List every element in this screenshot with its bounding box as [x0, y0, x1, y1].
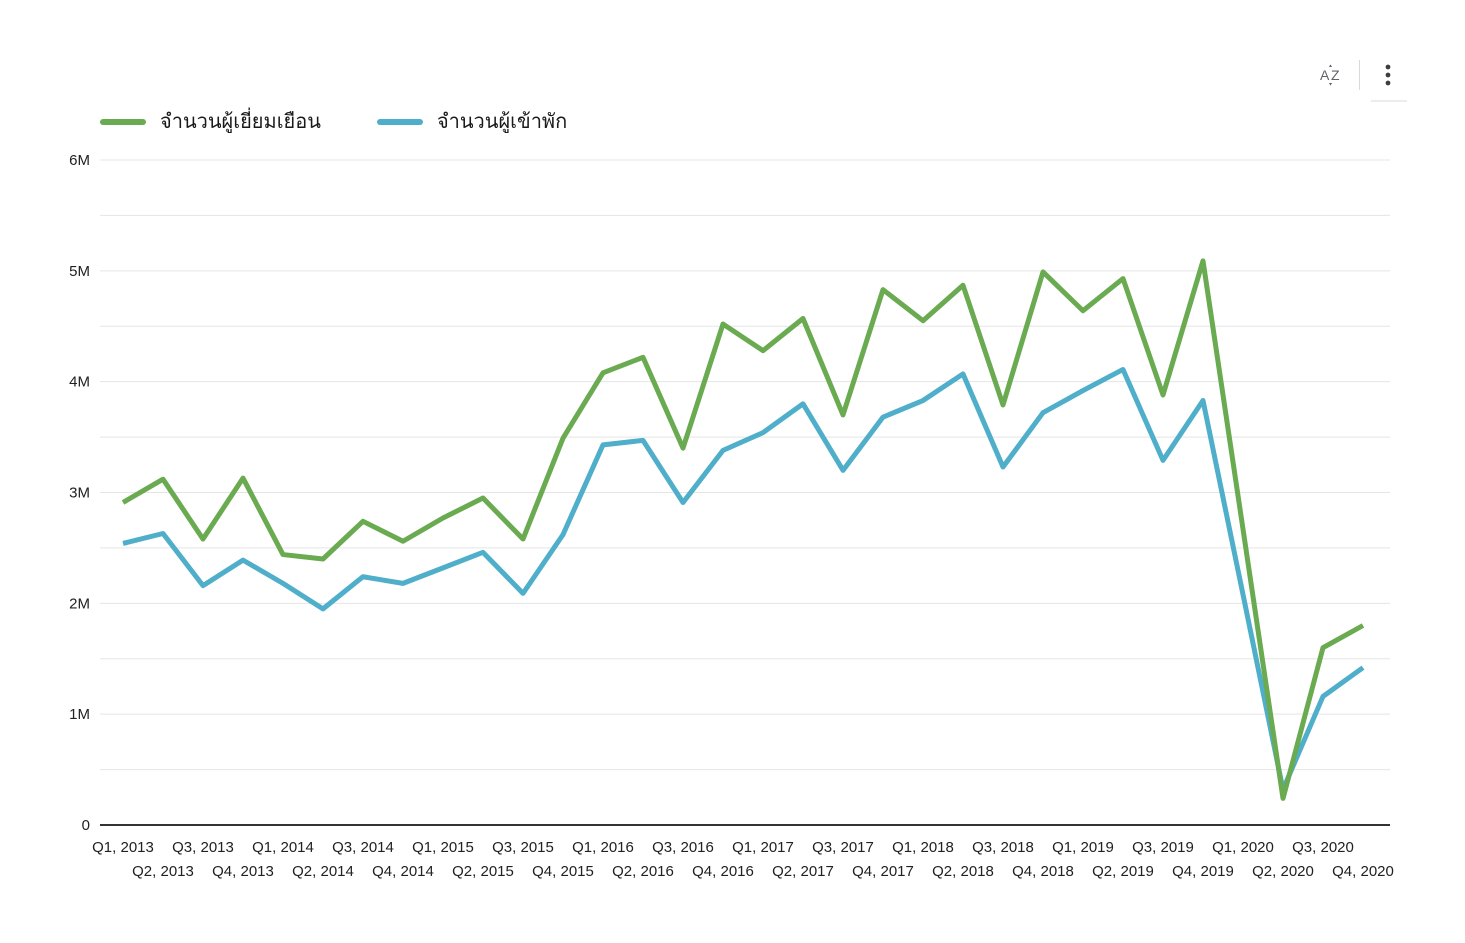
- x-tick-label: Q3, 2020: [1292, 839, 1354, 856]
- x-tick-label: Q4, 2016: [692, 863, 754, 880]
- x-tick-label: Q1, 2013: [92, 839, 154, 856]
- x-tick-label: Q2, 2013: [132, 863, 194, 880]
- x-tick-label: Q1, 2016: [572, 839, 634, 856]
- x-tick-label: Q2, 2015: [452, 863, 514, 880]
- y-tick-label: 3M: [69, 485, 90, 502]
- x-tick-label: Q2, 2016: [612, 863, 674, 880]
- svg-text:Z: Z: [1331, 67, 1340, 83]
- x-tick-label: Q4, 2020: [1332, 863, 1394, 880]
- x-tick-label: Q3, 2013: [172, 839, 234, 856]
- x-tick-label: Q1, 2014: [252, 839, 314, 856]
- visitors-series-label: จำนวนผู้เยี่ยมเยือน: [160, 111, 321, 133]
- guests-series-label: จำนวนผู้เข้าพัก: [436, 111, 568, 133]
- y-tick-label: 1M: [69, 706, 90, 723]
- x-tick-label: Q2, 2014: [292, 863, 354, 880]
- menu-underline: [1371, 100, 1407, 102]
- x-tick-label: Q4, 2014: [372, 863, 434, 880]
- visitors-series-swatch: [100, 119, 146, 125]
- x-tick-label: Q4, 2015: [532, 863, 594, 880]
- x-tick-label: Q1, 2018: [892, 839, 954, 856]
- x-tick-label: Q1, 2017: [732, 839, 794, 856]
- y-tick-label: 2M: [69, 595, 90, 612]
- x-tick-label: Q1, 2019: [1052, 839, 1114, 856]
- more-options-button[interactable]: [1366, 56, 1410, 94]
- x-tick-label: Q3, 2015: [492, 839, 554, 856]
- x-tick-label: Q1, 2015: [412, 839, 474, 856]
- x-tick-label: Q2, 2019: [1092, 863, 1154, 880]
- toolbar-divider: [1359, 60, 1360, 90]
- chart-toolbar: A Z: [1309, 56, 1410, 94]
- x-tick-label: Q3, 2017: [812, 839, 874, 856]
- x-tick-label: Q4, 2017: [852, 863, 914, 880]
- x-tick-label: Q3, 2018: [972, 839, 1034, 856]
- az-sort-icon: A Z: [1320, 64, 1340, 86]
- x-tick-label: Q4, 2013: [212, 863, 274, 880]
- y-tick-label: 0: [82, 817, 90, 834]
- y-tick-label: 6M: [69, 152, 90, 169]
- x-tick-label: Q3, 2014: [332, 839, 394, 856]
- x-tick-label: Q4, 2019: [1172, 863, 1234, 880]
- x-tick-label: Q4, 2018: [1012, 863, 1074, 880]
- svg-text:A: A: [1320, 67, 1330, 83]
- legend-item-guests[interactable]: จำนวนผู้เข้าพัก: [376, 111, 568, 133]
- sort-az-button[interactable]: A Z: [1309, 56, 1353, 94]
- y-tick-label: 4M: [69, 374, 90, 391]
- x-tick-label: Q1, 2020: [1212, 839, 1274, 856]
- legend-item-visitors[interactable]: จำนวนผู้เยี่ยมเยือน: [100, 112, 321, 132]
- guests-series-swatch: [376, 119, 423, 125]
- x-tick-label: Q3, 2019: [1132, 839, 1194, 856]
- x-tick-label: Q2, 2017: [772, 863, 834, 880]
- y-tick-label: 5M: [69, 263, 90, 280]
- x-tick-label: Q2, 2020: [1252, 863, 1314, 880]
- visitors-series-line: [121, 258, 1365, 801]
- guests-series-line: [122, 366, 1365, 793]
- chart-legend: จำนวนผู้เยี่ยมเยือน จำนวนผู้เข้าพัก: [100, 112, 567, 132]
- x-tick-label: Q3, 2016: [652, 839, 714, 856]
- x-tick-label: Q2, 2018: [932, 863, 994, 880]
- kebab-menu-icon: [1385, 64, 1391, 86]
